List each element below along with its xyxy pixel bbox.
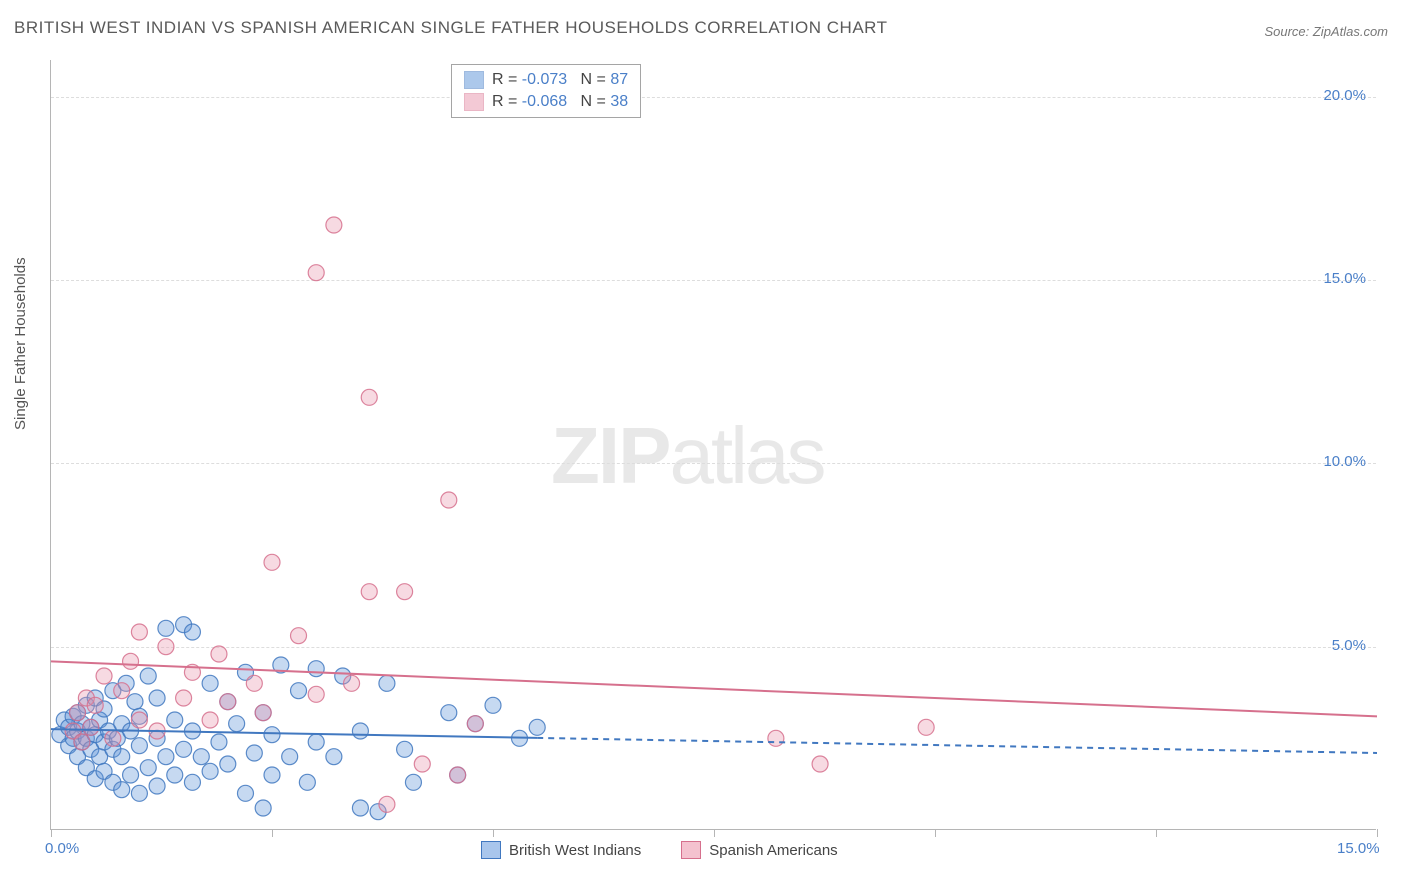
data-point — [467, 716, 483, 732]
data-point — [167, 712, 183, 728]
data-point — [237, 785, 253, 801]
x-tick-mark — [1377, 829, 1378, 837]
data-point — [308, 661, 324, 677]
x-tick-mark — [935, 829, 936, 837]
data-point — [105, 730, 121, 746]
data-point — [184, 774, 200, 790]
data-point — [397, 741, 413, 757]
data-point — [308, 686, 324, 702]
data-point — [140, 668, 156, 684]
data-point — [291, 683, 307, 699]
data-point — [114, 683, 130, 699]
data-point — [211, 646, 227, 662]
data-point — [485, 697, 501, 713]
data-point — [184, 624, 200, 640]
x-tick-mark — [51, 829, 52, 837]
x-tick-label: 0.0% — [45, 840, 79, 857]
chart-title: BRITISH WEST INDIAN VS SPANISH AMERICAN … — [14, 18, 888, 38]
data-point — [255, 705, 271, 721]
data-point — [812, 756, 828, 772]
x-tick-mark — [493, 829, 494, 837]
data-point — [158, 749, 174, 765]
legend-item: British West Indians — [481, 841, 641, 859]
x-minor-tick — [714, 829, 715, 837]
data-point — [282, 749, 298, 765]
data-point — [768, 730, 784, 746]
scatter-plot-svg — [51, 60, 1376, 829]
data-point — [405, 774, 421, 790]
data-point — [149, 690, 165, 706]
data-point — [397, 584, 413, 600]
data-point — [202, 763, 218, 779]
data-point — [229, 716, 245, 732]
data-point — [202, 675, 218, 691]
data-point — [158, 639, 174, 655]
data-point — [87, 697, 103, 713]
data-point — [441, 492, 457, 508]
data-point — [246, 745, 262, 761]
data-point — [326, 749, 342, 765]
data-point — [308, 734, 324, 750]
data-point — [167, 767, 183, 783]
legend-item: Spanish Americans — [681, 841, 837, 859]
data-point — [176, 741, 192, 757]
data-point — [414, 756, 430, 772]
data-point — [379, 675, 395, 691]
data-point — [361, 584, 377, 600]
data-point — [131, 785, 147, 801]
data-point — [131, 624, 147, 640]
legend-label: Spanish Americans — [709, 842, 837, 859]
x-minor-tick — [272, 829, 273, 837]
data-point — [441, 705, 457, 721]
data-point — [352, 800, 368, 816]
data-point — [361, 389, 377, 405]
data-point — [264, 554, 280, 570]
data-point — [529, 719, 545, 735]
y-axis-label: Single Father Households — [12, 257, 29, 430]
data-point — [202, 712, 218, 728]
data-point — [299, 774, 315, 790]
data-point — [83, 719, 99, 735]
data-point — [123, 767, 139, 783]
source-attribution: Source: ZipAtlas.com — [1264, 24, 1388, 39]
data-point — [74, 734, 90, 750]
data-point — [264, 727, 280, 743]
legend-swatch — [481, 841, 501, 859]
trend-line-dashed — [537, 738, 1377, 753]
data-point — [344, 675, 360, 691]
data-point — [264, 767, 280, 783]
data-point — [176, 690, 192, 706]
legend: British West Indians Spanish Americans — [481, 841, 838, 859]
data-point — [123, 653, 139, 669]
data-point — [220, 756, 236, 772]
data-point — [114, 782, 130, 798]
data-point — [158, 620, 174, 636]
data-point — [96, 668, 112, 684]
x-minor-tick — [1156, 829, 1157, 837]
data-point — [255, 800, 271, 816]
data-point — [149, 778, 165, 794]
data-point — [918, 719, 934, 735]
data-point — [131, 712, 147, 728]
data-point — [291, 628, 307, 644]
data-point — [193, 749, 209, 765]
data-point — [352, 723, 368, 739]
data-point — [114, 749, 130, 765]
chart-plot-area: ZIPatlas 5.0%10.0%15.0%20.0%0.0%15.0% R … — [50, 60, 1376, 830]
data-point — [450, 767, 466, 783]
data-point — [246, 675, 262, 691]
data-point — [220, 694, 236, 710]
x-tick-label: 15.0% — [1337, 840, 1380, 857]
data-point — [131, 738, 147, 754]
legend-swatch — [681, 841, 701, 859]
data-point — [211, 734, 227, 750]
data-point — [140, 760, 156, 776]
data-point — [326, 217, 342, 233]
data-point — [70, 705, 86, 721]
legend-label: British West Indians — [509, 842, 641, 859]
data-point — [127, 694, 143, 710]
data-point — [379, 796, 395, 812]
data-point — [308, 265, 324, 281]
